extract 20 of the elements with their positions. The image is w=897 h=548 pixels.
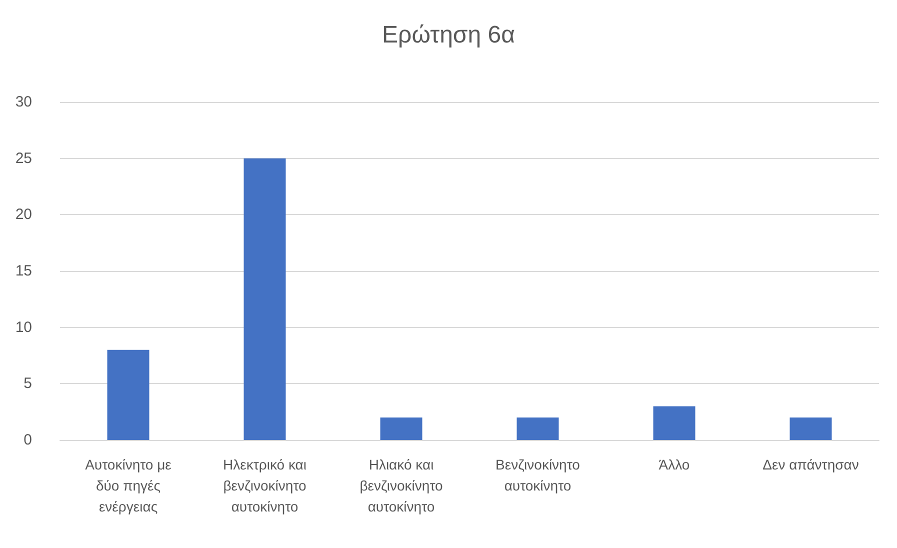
y-tick-label: 20 (15, 206, 32, 224)
x-tick-label: Ηλεκτρικό και βενζινοκίνητο αυτοκίνητο (223, 456, 307, 514)
bar (244, 158, 286, 440)
x-tick-label: Αυτοκίνητο με δύο πηγές ενέργειας (85, 456, 172, 514)
bar (107, 350, 150, 440)
bar (380, 417, 422, 440)
chart-title: Ερώτηση 6α (382, 22, 516, 48)
y-tick-label: 5 (24, 375, 32, 392)
y-tick-label: 25 (15, 150, 32, 167)
bar (516, 417, 559, 440)
y-tick-label: 10 (15, 318, 32, 336)
bar (653, 406, 696, 440)
y-tick-label: 30 (15, 94, 32, 110)
x-tick-label: Δεν απάντησαν (762, 456, 859, 472)
x-tick-label: Ηλιακό και βενζινοκίνητο αυτοκίνητο (360, 456, 444, 514)
x-tick-label: Βενζινοκίνητο αυτοκίνητο (496, 456, 580, 494)
x-tick-label: Άλλο (658, 456, 690, 472)
y-tick-label: 0 (24, 432, 32, 448)
y-tick-label: 15 (15, 262, 32, 280)
bar (790, 417, 832, 440)
